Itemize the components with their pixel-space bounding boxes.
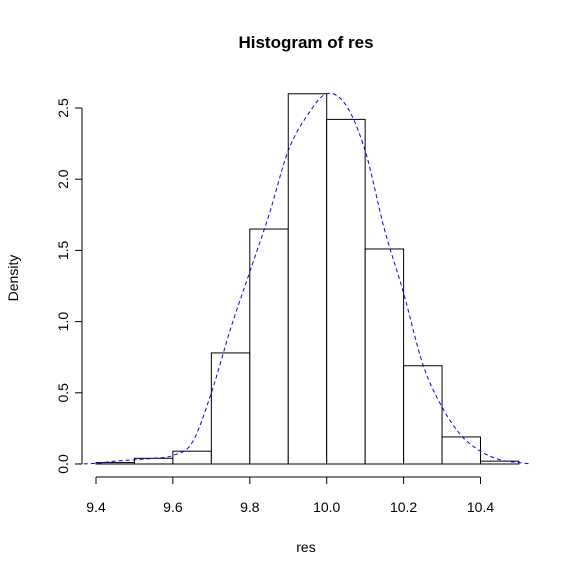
- y-tick-label: 1.0: [55, 312, 71, 332]
- histogram-bar-8: [403, 365, 443, 465]
- histogram-bar-2: [172, 450, 212, 465]
- histogram-bar-5: [287, 93, 328, 465]
- histogram-bar-3: [210, 352, 251, 465]
- x-tick-label: 10.4: [467, 499, 494, 515]
- y-tick-label: 0.5: [55, 383, 71, 403]
- y-tick-label: 2.0: [55, 169, 71, 189]
- x-tick-label: 9.4: [86, 499, 106, 515]
- y-tick-label: 2.5: [55, 98, 71, 118]
- histogram-bar-7: [364, 248, 405, 465]
- chart-title: Histogram of res: [238, 33, 373, 52]
- y-axis: 0.0 0.5 1.0 1.5 2.0 2.5: [55, 98, 83, 474]
- y-axis-label: Density: [5, 255, 21, 302]
- histogram-bar-6: [326, 118, 366, 465]
- density-curve: [76, 92, 531, 465]
- x-tick-label: 10.2: [390, 499, 417, 515]
- histogram-bar-9: [441, 436, 481, 465]
- x-tick-label: 9.6: [163, 499, 183, 515]
- y-tick-label: 0.0: [55, 454, 71, 474]
- y-tick-label: 1.5: [55, 240, 71, 260]
- x-tick-label: 9.8: [240, 499, 260, 515]
- x-tick-label: 10.0: [313, 499, 340, 515]
- histogram-bar-0: [95, 462, 135, 465]
- histogram-bar-4: [249, 228, 289, 465]
- x-axis: 9.4 9.6 9.8 10.0 10.2 10.4: [86, 476, 494, 515]
- histogram-bars: [95, 93, 520, 465]
- x-axis-label: res: [296, 539, 315, 555]
